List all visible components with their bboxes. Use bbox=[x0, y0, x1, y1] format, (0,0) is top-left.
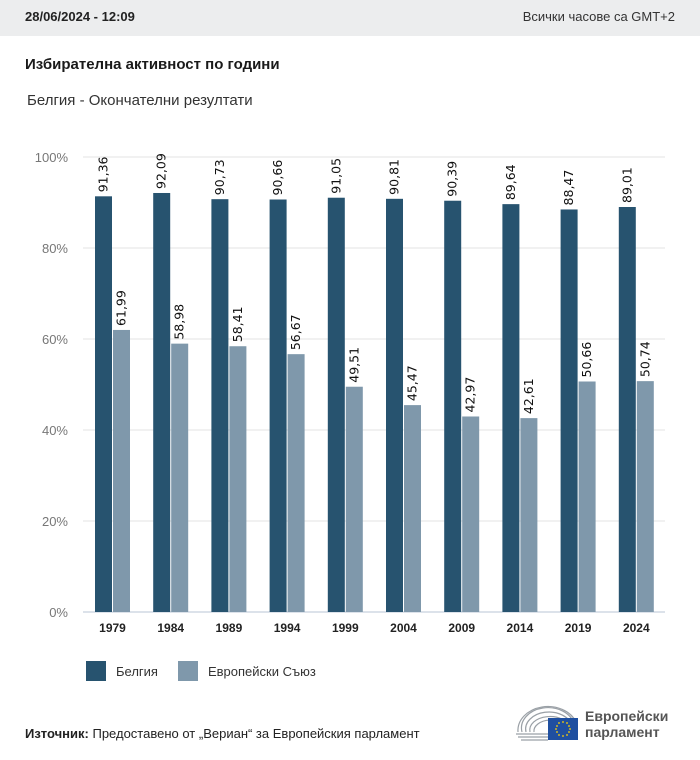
bar-belgium bbox=[618, 207, 636, 612]
y-tick-label: 0% bbox=[49, 605, 68, 620]
legend-item-eu: Европейски Съюз bbox=[177, 661, 316, 681]
timestamp: 28/06/2024 - 12:09 bbox=[25, 9, 135, 24]
bar-eu bbox=[171, 343, 189, 612]
chart-title: Избирателна активност по години bbox=[25, 56, 280, 73]
x-tick-label: 2014 bbox=[507, 621, 534, 635]
bar-belgium bbox=[153, 192, 171, 612]
y-tick-label: 60% bbox=[42, 332, 68, 347]
x-tick-label: 1994 bbox=[274, 621, 301, 635]
bar-belgium bbox=[327, 197, 345, 612]
legend-swatch-eu bbox=[177, 661, 198, 681]
data-label: 90,73 bbox=[212, 159, 227, 195]
bar-eu bbox=[345, 386, 363, 612]
parliament-hemicycle-icon bbox=[516, 705, 578, 741]
data-label: 50,74 bbox=[637, 341, 652, 377]
bar-eu bbox=[636, 381, 654, 612]
data-label: 58,98 bbox=[172, 304, 187, 340]
bar-belgium bbox=[560, 209, 578, 613]
legend-label-belgium: Белгия bbox=[116, 663, 158, 679]
bar-eu bbox=[229, 346, 247, 612]
source-label: Източник: bbox=[25, 726, 89, 741]
data-label: 91,05 bbox=[328, 158, 343, 194]
source-note: Източник: Предоставено от „Вериан“ за Ев… bbox=[25, 726, 420, 741]
data-label: 49,51 bbox=[346, 347, 361, 383]
data-label: 92,09 bbox=[154, 153, 169, 189]
bar-eu bbox=[578, 381, 596, 612]
legend-swatch-belgium bbox=[86, 661, 106, 681]
x-tick-label: 2024 bbox=[623, 621, 650, 635]
y-tick-label: 20% bbox=[42, 514, 68, 529]
legend: Белгия Европейски Съюз bbox=[86, 661, 336, 681]
bar-belgium bbox=[444, 200, 462, 612]
legend-item-belgium: Белгия bbox=[86, 661, 158, 681]
data-label: 42,97 bbox=[463, 377, 478, 413]
data-label: 45,47 bbox=[405, 365, 420, 401]
x-tick-label: 2004 bbox=[390, 621, 417, 635]
bar-chart: 0% 20% 40% 60% 80% 100% 91,36 61,99 1979 92,09 58,… bbox=[35, 150, 665, 635]
bar-belgium bbox=[386, 198, 403, 612]
data-label: 42,61 bbox=[521, 378, 536, 414]
data-label: 89,01 bbox=[619, 167, 634, 203]
y-tick-label: 40% bbox=[42, 423, 68, 438]
bar-eu bbox=[113, 329, 130, 612]
bar-belgium bbox=[211, 199, 229, 612]
bar-eu bbox=[287, 354, 305, 612]
data-label: 90,81 bbox=[387, 159, 402, 195]
x-tick-label: 1989 bbox=[216, 621, 243, 635]
y-tick-label: 80% bbox=[42, 241, 68, 256]
bar-eu bbox=[404, 405, 421, 612]
data-label: 90,66 bbox=[270, 160, 285, 196]
bar-eu bbox=[520, 418, 538, 612]
bar-eu bbox=[462, 416, 480, 612]
bar-belgium bbox=[269, 199, 287, 612]
x-tick-label: 2019 bbox=[565, 621, 592, 635]
data-label: 89,64 bbox=[503, 164, 518, 200]
x-tick-label: 1999 bbox=[332, 621, 359, 635]
data-label: 50,66 bbox=[579, 342, 594, 378]
bar-belgium bbox=[502, 204, 520, 612]
chart-subtitle: Белгия - Окончателни резултати bbox=[27, 92, 253, 109]
data-label: 58,41 bbox=[230, 306, 245, 342]
x-tick-label: 2009 bbox=[448, 621, 475, 635]
source-text: Предоставено от „Вериан“ за Европейския … bbox=[88, 726, 420, 741]
top-bar: 28/06/2024 - 12:09 Всички часове са GMT+… bbox=[0, 0, 700, 36]
data-label: 91,36 bbox=[96, 156, 111, 192]
timezone-note: Всички часове са GMT+2 bbox=[522, 9, 675, 24]
y-tick-label: 100% bbox=[35, 150, 69, 165]
logo-text-line2: парламент bbox=[585, 724, 660, 740]
data-label: 88,47 bbox=[561, 170, 576, 206]
data-label: 56,67 bbox=[288, 314, 303, 350]
logo-text-line1: Европейски bbox=[585, 708, 669, 724]
x-tick-label: 1984 bbox=[157, 621, 184, 635]
european-parliament-logo: Европейски парламент bbox=[514, 702, 684, 744]
legend-label-eu: Европейски Съюз bbox=[207, 663, 316, 679]
eu-flag-icon bbox=[548, 718, 578, 740]
data-label: 61,99 bbox=[114, 290, 129, 326]
data-label: 90,39 bbox=[445, 161, 460, 197]
bar-belgium bbox=[95, 196, 112, 612]
x-tick-label: 1979 bbox=[99, 621, 126, 635]
